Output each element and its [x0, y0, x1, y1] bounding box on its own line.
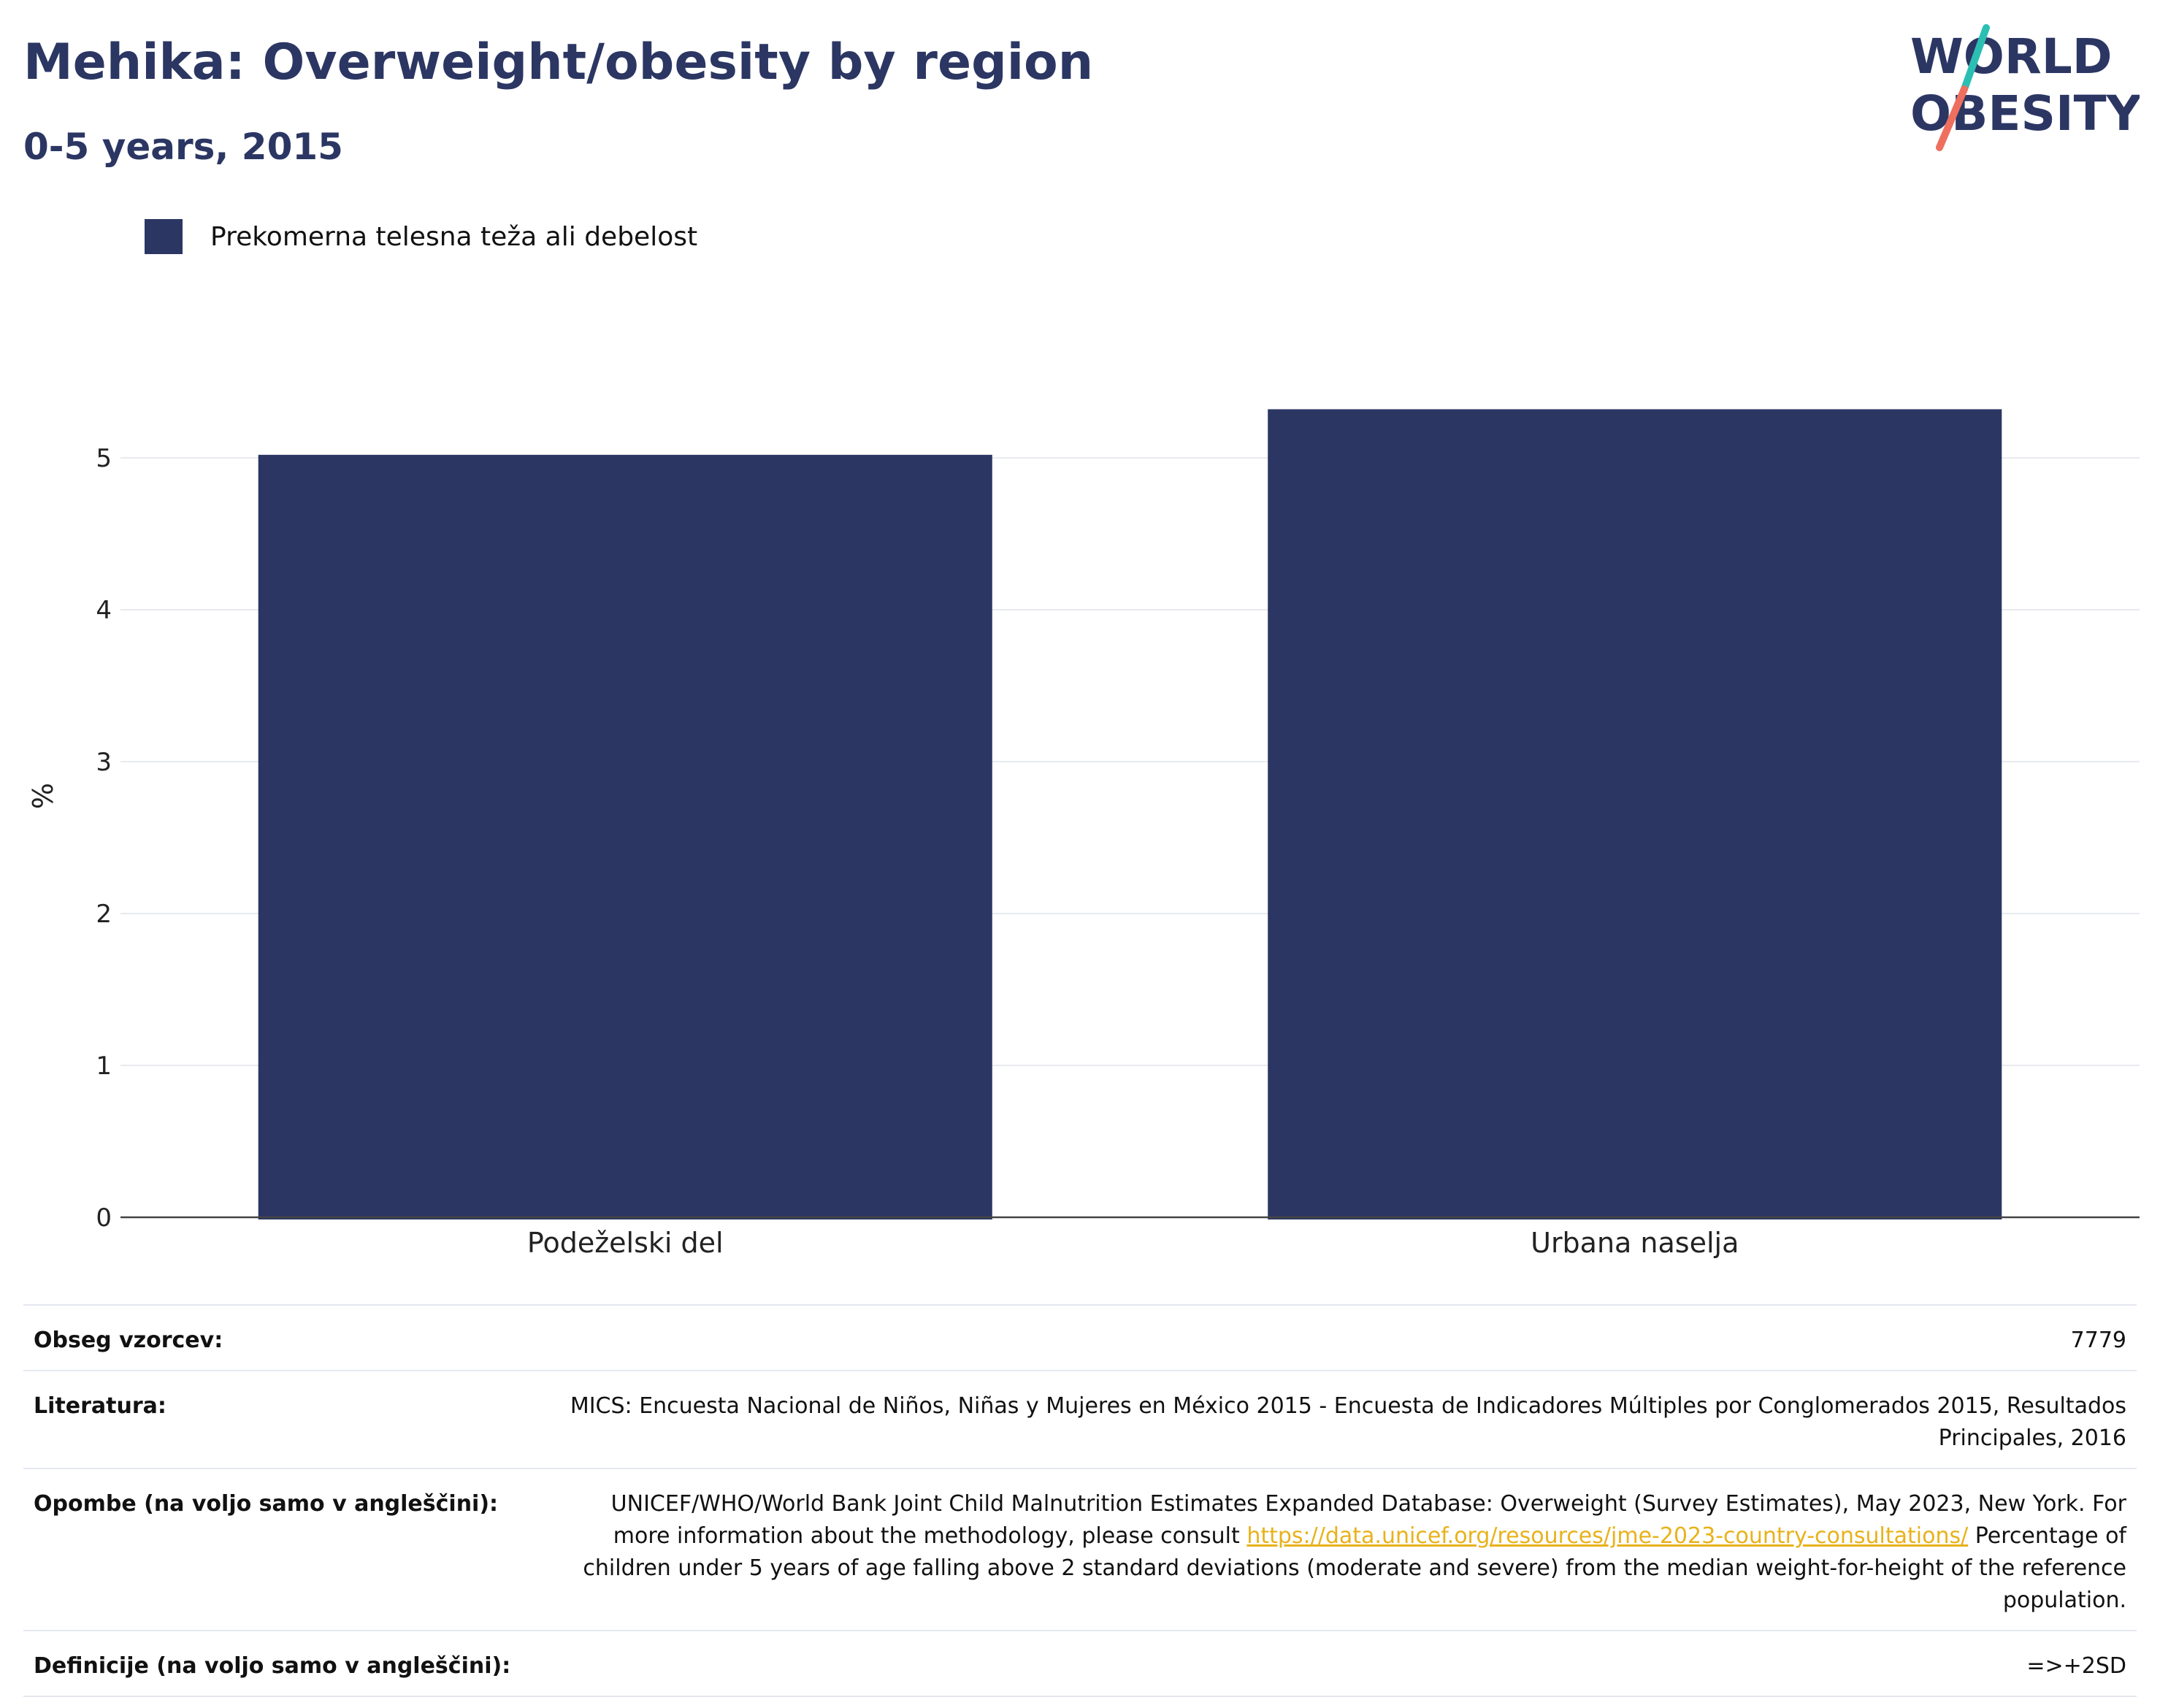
- y-tick-label: 3: [96, 748, 112, 777]
- notes-label: Opombe (na voljo samo v angleščini):: [34, 1491, 499, 1517]
- bar-chart: 0 1 2 3 4 5% Podeželski del Urbana naselja: [27, 409, 2140, 1259]
- y-tick-label: 5: [96, 444, 112, 473]
- legend[interactable]: Prekomerna telesna teža ali debelost: [145, 218, 697, 256]
- sample-size-value: 7779: [2070, 1328, 2126, 1353]
- y-tick-label: 4: [96, 596, 112, 625]
- info-table: Obseg vzorcev: 7779 Literatura: MICS: En…: [23, 1304, 2137, 1697]
- world-obesity-logo: WORLD OBESITY: [1910, 24, 2140, 151]
- bar: [1268, 409, 2002, 1220]
- y-tick-label: 2: [96, 900, 112, 929]
- notes-text-pre: UNICEF/WHO/World Bank Joint Child Malnut…: [610, 1491, 2126, 1549]
- bar: [258, 454, 992, 1219]
- definitions-value: =>+2SD: [2026, 1653, 2126, 1679]
- y-tick-label: 1: [96, 1052, 112, 1081]
- y-axis-label: %: [27, 783, 59, 809]
- logo-slash-teal: [1961, 24, 1990, 93]
- info-row-definitions: Definicije (na voljo samo v angleščini):…: [23, 1631, 2137, 1696]
- chart-subtitle: 0-5 years, 2015: [23, 126, 343, 168]
- logo-slash-coral: [1936, 85, 1968, 151]
- notes-text-post: Percentage of children under 5 years of …: [583, 1523, 2126, 1613]
- legend-swatch: [145, 219, 183, 254]
- info-row-notes: Opombe (na voljo samo v angleščini): UNI…: [23, 1468, 2137, 1631]
- y-tick-label: 0: [96, 1203, 112, 1233]
- logo-word-world: WORLD: [1910, 28, 2113, 85]
- literature-value: MICS: Encuesta Nacional de Niños, Niñas …: [570, 1393, 2126, 1451]
- legend-label: Prekomerna telesna teža ali debelost: [210, 221, 698, 252]
- notes-value: UNICEF/WHO/World Bank Joint Child Malnut…: [555, 1468, 2137, 1631]
- x-tick-label: Urbana naselja: [1531, 1227, 1739, 1259]
- definitions-label: Definicije (na voljo samo v angleščini):: [34, 1653, 511, 1679]
- info-row-literature: Literatura: MICS: Encuesta Nacional de N…: [23, 1371, 2137, 1468]
- chart-title: Mehika: Overweight/obesity by region: [23, 34, 1094, 91]
- x-tick-label: Podeželski del: [527, 1227, 724, 1259]
- methodology-link[interactable]: https://data.unicef.org/resources/jme-20…: [1246, 1523, 1969, 1549]
- info-row-sample-size: Obseg vzorcev: 7779: [23, 1305, 2137, 1371]
- literature-label: Literatura:: [34, 1393, 166, 1419]
- sample-size-label: Obseg vzorcev:: [34, 1328, 223, 1353]
